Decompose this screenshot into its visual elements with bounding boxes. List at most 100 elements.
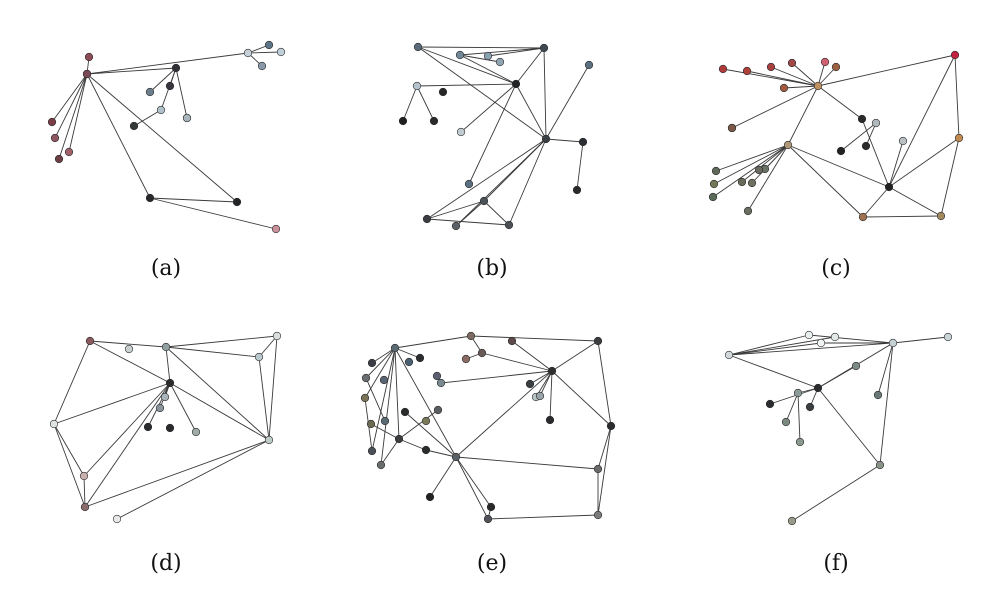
panel-f-node-n10 bbox=[805, 402, 815, 412]
panel-d: (d) bbox=[49, 331, 282, 576]
panel-e-edge-16 bbox=[529, 370, 553, 385]
panel-a-node-n17 bbox=[182, 113, 192, 123]
panel-c-node-n3 bbox=[766, 62, 776, 72]
panel-d-edge-6 bbox=[165, 346, 171, 384]
panel-c-edge-8 bbox=[817, 54, 956, 87]
panel-e-edge-17 bbox=[539, 370, 553, 397]
panel-f-node-n1 bbox=[724, 350, 734, 360]
panel-c-node-n1 bbox=[718, 64, 728, 74]
panel-b-edge-2 bbox=[417, 46, 517, 85]
panel-e-edge-28 bbox=[455, 456, 489, 520]
panel-c-edge-12 bbox=[715, 144, 789, 172]
panel-d-node-n15 bbox=[80, 502, 90, 512]
panel-d-node-n6 bbox=[165, 378, 175, 388]
panel-e-node-n13 bbox=[366, 419, 376, 429]
panel-c-edge-5 bbox=[783, 85, 819, 89]
panel-b-edge-3 bbox=[417, 46, 547, 140]
panel-e-node-n2 bbox=[367, 358, 377, 368]
panel-d-node-n16 bbox=[112, 514, 122, 524]
panel-c-node-n27 bbox=[936, 211, 946, 221]
panel-e-node-n17 bbox=[394, 434, 404, 444]
panel-c-node-n5 bbox=[779, 83, 789, 93]
panel-b-node-n4 bbox=[539, 43, 549, 53]
panel-d-edge-10 bbox=[258, 356, 270, 441]
panel-c-edge-25 bbox=[888, 54, 956, 188]
panel-e-node-n10 bbox=[361, 373, 371, 383]
panel-e-edge-21 bbox=[455, 370, 553, 458]
panel-b-node-n18 bbox=[451, 221, 461, 231]
panel-e-node-n4 bbox=[466, 331, 476, 341]
panel-f-node-n7 bbox=[813, 383, 823, 393]
panel-e-node-n32 bbox=[486, 502, 496, 512]
panel-d-edge-17 bbox=[84, 382, 171, 508]
panel-c-edges bbox=[712, 54, 960, 218]
panel-e-edge-6 bbox=[380, 347, 396, 466]
panel-b-edge-18 bbox=[576, 141, 584, 191]
panel-f-edge-18 bbox=[797, 392, 801, 443]
panel-b-edge-25 bbox=[483, 200, 510, 226]
panel-d-edge-14 bbox=[169, 382, 197, 433]
panel-c-edge-30 bbox=[940, 137, 960, 217]
panel-a-node-n18 bbox=[145, 193, 155, 203]
panel-a-node-n12 bbox=[145, 87, 155, 97]
panel-c-node-n15 bbox=[747, 178, 757, 188]
panel-c-node-n6 bbox=[820, 57, 830, 67]
panel-a-label: (a) bbox=[151, 256, 181, 281]
panel-f-edge-17 bbox=[785, 392, 799, 423]
panel-b-nodes bbox=[398, 42, 594, 231]
panel-e-node-n15 bbox=[367, 446, 377, 456]
panel-e-node-n7 bbox=[461, 354, 471, 364]
panel-a: (a) bbox=[47, 40, 286, 281]
panel-c-node-n23 bbox=[836, 146, 846, 156]
panel-f-edge-10 bbox=[879, 342, 894, 466]
panel-c-node-n11 bbox=[783, 140, 793, 150]
panel-e-node-n20 bbox=[433, 405, 443, 415]
panel-b-edge-12 bbox=[416, 85, 435, 122]
panel-c-node-n13 bbox=[709, 179, 719, 189]
panel-e-node-n25 bbox=[545, 415, 555, 425]
panel-a-edge-14 bbox=[175, 67, 188, 119]
panel-a-node-n13 bbox=[165, 81, 175, 91]
panel-e-node-n29 bbox=[606, 421, 616, 431]
panel-c-node-n16 bbox=[708, 192, 718, 202]
panel-c-node-n7 bbox=[831, 62, 841, 72]
panel-b-node-n3 bbox=[495, 57, 505, 67]
panel-f-edge-2 bbox=[728, 342, 822, 356]
panel-e-edge-29 bbox=[455, 456, 492, 508]
panel-e-label: (e) bbox=[477, 551, 507, 576]
panel-c-node-n28 bbox=[950, 50, 960, 60]
panel-d-node-n1 bbox=[85, 336, 95, 346]
panel-a-node-n16 bbox=[129, 121, 139, 131]
panel-b-edge-20 bbox=[455, 138, 547, 227]
panel-f-edge-19 bbox=[791, 464, 881, 522]
panel-c-edge-6 bbox=[817, 61, 826, 87]
panel-f-edge-15 bbox=[817, 365, 857, 389]
panel-a-edge-18 bbox=[86, 73, 238, 203]
panel-c-edge-13 bbox=[713, 144, 789, 185]
panel-f-node-n11 bbox=[781, 417, 791, 427]
panel-c-edge-16 bbox=[712, 144, 789, 198]
panel-e-edge-8 bbox=[394, 347, 457, 458]
panel-f-edge-1 bbox=[728, 334, 810, 356]
panel-e-node-n18 bbox=[400, 407, 410, 417]
panel-d-edge-1 bbox=[89, 340, 167, 348]
panel-c-edge-18 bbox=[747, 144, 789, 212]
panel-b-node-n14 bbox=[541, 134, 551, 144]
panel-e-edge-36 bbox=[398, 438, 427, 451]
panel-b-node-n1 bbox=[413, 42, 423, 52]
panel-d-edge-7 bbox=[165, 346, 270, 441]
panel-c-edge-1 bbox=[722, 68, 819, 87]
panel-c-label: (c) bbox=[821, 256, 851, 281]
panel-b-edge-1 bbox=[417, 46, 545, 49]
panel-d-edge-3 bbox=[89, 340, 171, 384]
panel-e-node-n12 bbox=[360, 393, 370, 403]
panel-e-node-n34 bbox=[593, 464, 603, 474]
panel-e-node-n5 bbox=[477, 348, 487, 358]
panel-c-edge-22 bbox=[840, 122, 877, 152]
panel-e-node-n8 bbox=[415, 353, 425, 363]
panel-a-edge-6 bbox=[86, 67, 177, 75]
panel-f-edge-9 bbox=[877, 342, 894, 396]
panel-a-edge-7 bbox=[86, 52, 249, 75]
panel-d-label: (d) bbox=[150, 551, 181, 576]
panel-a-node-n10 bbox=[264, 40, 274, 50]
